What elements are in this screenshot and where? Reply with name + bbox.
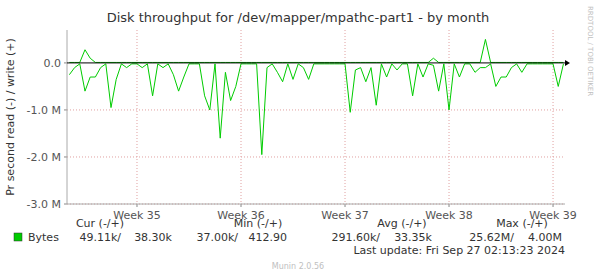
legend-value: 4.00M	[528, 231, 562, 244]
background	[0, 0, 597, 275]
legend-swatch	[14, 233, 22, 241]
x-grid-line	[449, 30, 450, 204]
series-line	[69, 39, 563, 62]
x-axis	[67, 204, 565, 205]
y-grid-line	[67, 109, 565, 110]
y-grid-line	[67, 156, 565, 157]
x-grid-line	[553, 30, 554, 204]
legend-header: Min (-/+)	[234, 217, 283, 230]
legend-value: 412.90	[249, 231, 288, 244]
last-update: Last update: Fri Sep 27 02:13:23 2024	[353, 244, 565, 257]
x-grid-line	[345, 30, 346, 204]
legend-value: 38.30k	[134, 231, 172, 244]
x-grid-line	[241, 30, 242, 204]
x-tick-label: Week 37	[321, 209, 369, 222]
legend-value: 291.60k/	[331, 231, 380, 244]
series-group	[69, 39, 563, 154]
axis-arrow	[565, 60, 570, 66]
y-tick-label: -3.0 M	[27, 198, 61, 211]
y-axis-label: Pr second read (-) / write (+)	[4, 38, 17, 196]
legend-label: Bytes	[28, 231, 59, 244]
legend-header: Max (-/+)	[496, 217, 548, 230]
title: Disk throughput for /dev/mapper/mpathc-p…	[107, 10, 490, 25]
chart: Disk throughput for /dev/mapper/mpathc-p…	[0, 0, 597, 275]
y-axis	[67, 30, 68, 204]
zero-line	[67, 62, 565, 63]
y-tick-label: 0.0	[44, 57, 62, 70]
footer: Munin 2.0.56	[272, 262, 324, 271]
legend-value: 49.11k/	[79, 231, 121, 244]
x-grid-line	[136, 30, 137, 204]
legend-header: Avg (-/+)	[377, 217, 426, 230]
legend-value: 33.35k	[394, 231, 432, 244]
y-tick-label: -2.0 M	[27, 151, 61, 164]
watermark: RRDTOOL / TOBI OETIKER	[586, 6, 594, 96]
plot-area	[67, 30, 565, 204]
y-tick-label: -1.0 M	[27, 104, 61, 117]
x-tick-label: Week 38	[425, 209, 473, 222]
legend-value: 37.00k/	[196, 231, 238, 244]
y-grid-line	[67, 204, 565, 205]
series-line	[69, 64, 563, 155]
legend-header: Cur (-/+)	[76, 217, 124, 230]
legend-value: 25.62M/	[469, 231, 514, 244]
